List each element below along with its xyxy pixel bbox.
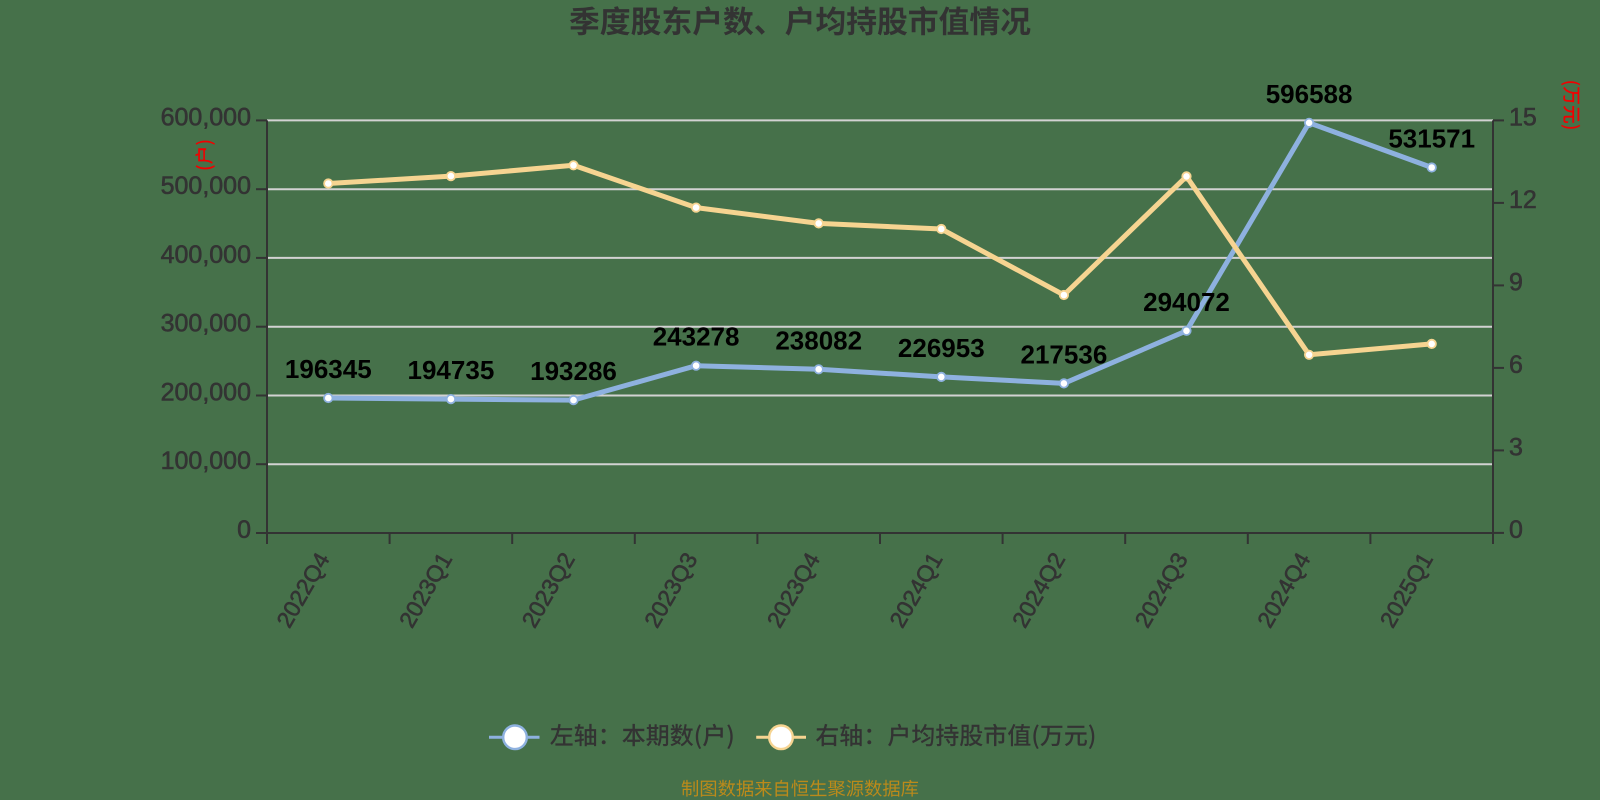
- svg-text:9: 9: [1509, 268, 1523, 296]
- svg-text:2023Q2: 2023Q2: [516, 548, 579, 632]
- svg-text:596588: 596588: [1266, 79, 1353, 109]
- svg-text:200,000: 200,000: [161, 379, 251, 407]
- svg-text:2024Q1: 2024Q1: [884, 548, 947, 632]
- svg-text:238082: 238082: [775, 325, 862, 355]
- svg-text:2024Q2: 2024Q2: [1007, 548, 1070, 632]
- svg-text:217536: 217536: [1021, 339, 1108, 369]
- svg-text:2023Q4: 2023Q4: [762, 548, 826, 632]
- svg-text:2025Q1: 2025Q1: [1375, 548, 1438, 632]
- svg-text:531571: 531571: [1388, 124, 1475, 154]
- svg-text:3: 3: [1509, 433, 1523, 461]
- svg-text:300,000: 300,000: [161, 310, 251, 338]
- svg-text:0: 0: [1509, 516, 1523, 544]
- svg-text:226953: 226953: [898, 333, 985, 363]
- svg-text:2024Q4: 2024Q4: [1252, 548, 1316, 632]
- svg-text:294072: 294072: [1143, 287, 1230, 317]
- svg-text:2023Q1: 2023Q1: [394, 548, 457, 632]
- svg-text:2023Q3: 2023Q3: [639, 548, 702, 632]
- svg-text:400,000: 400,000: [161, 241, 251, 269]
- svg-text:2022Q4: 2022Q4: [271, 548, 335, 632]
- svg-text:15: 15: [1509, 103, 1537, 131]
- svg-text:193286: 193286: [530, 356, 617, 386]
- svg-text:6: 6: [1509, 351, 1523, 379]
- svg-text:196345: 196345: [285, 354, 372, 384]
- svg-text:2024Q3: 2024Q3: [1129, 548, 1192, 632]
- svg-text:0: 0: [237, 516, 251, 544]
- svg-text:194735: 194735: [408, 355, 495, 385]
- svg-text:12: 12: [1509, 186, 1537, 214]
- svg-text:600,000: 600,000: [161, 103, 251, 131]
- svg-text:243278: 243278: [653, 322, 740, 352]
- svg-text:100,000: 100,000: [161, 447, 251, 475]
- svg-text:500,000: 500,000: [161, 172, 251, 200]
